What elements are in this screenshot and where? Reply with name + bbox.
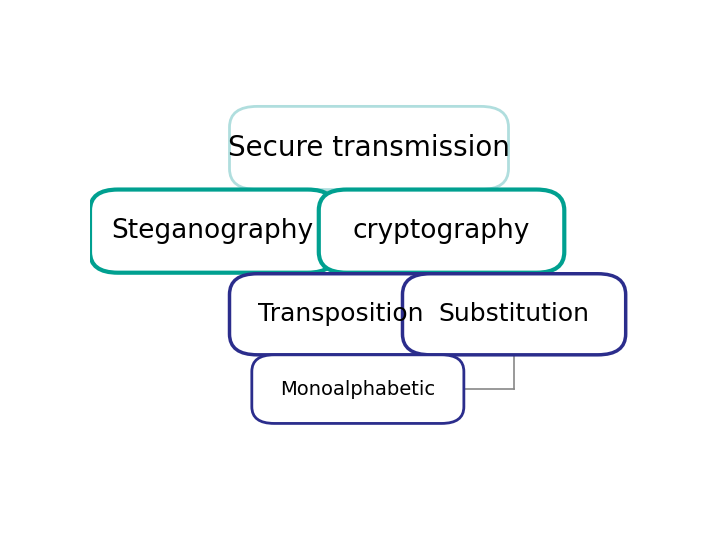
Text: Secure transmission: Secure transmission	[228, 134, 510, 162]
FancyBboxPatch shape	[90, 190, 336, 273]
Text: cryptography: cryptography	[353, 218, 530, 244]
Text: Monoalphabetic: Monoalphabetic	[280, 380, 436, 399]
Text: Transposition: Transposition	[258, 302, 424, 326]
FancyBboxPatch shape	[252, 355, 464, 423]
FancyBboxPatch shape	[230, 274, 453, 355]
FancyBboxPatch shape	[402, 274, 626, 355]
Text: Steganography: Steganography	[112, 218, 314, 244]
FancyBboxPatch shape	[319, 190, 564, 273]
Text: Substitution: Substitution	[438, 302, 590, 326]
FancyBboxPatch shape	[230, 106, 508, 190]
